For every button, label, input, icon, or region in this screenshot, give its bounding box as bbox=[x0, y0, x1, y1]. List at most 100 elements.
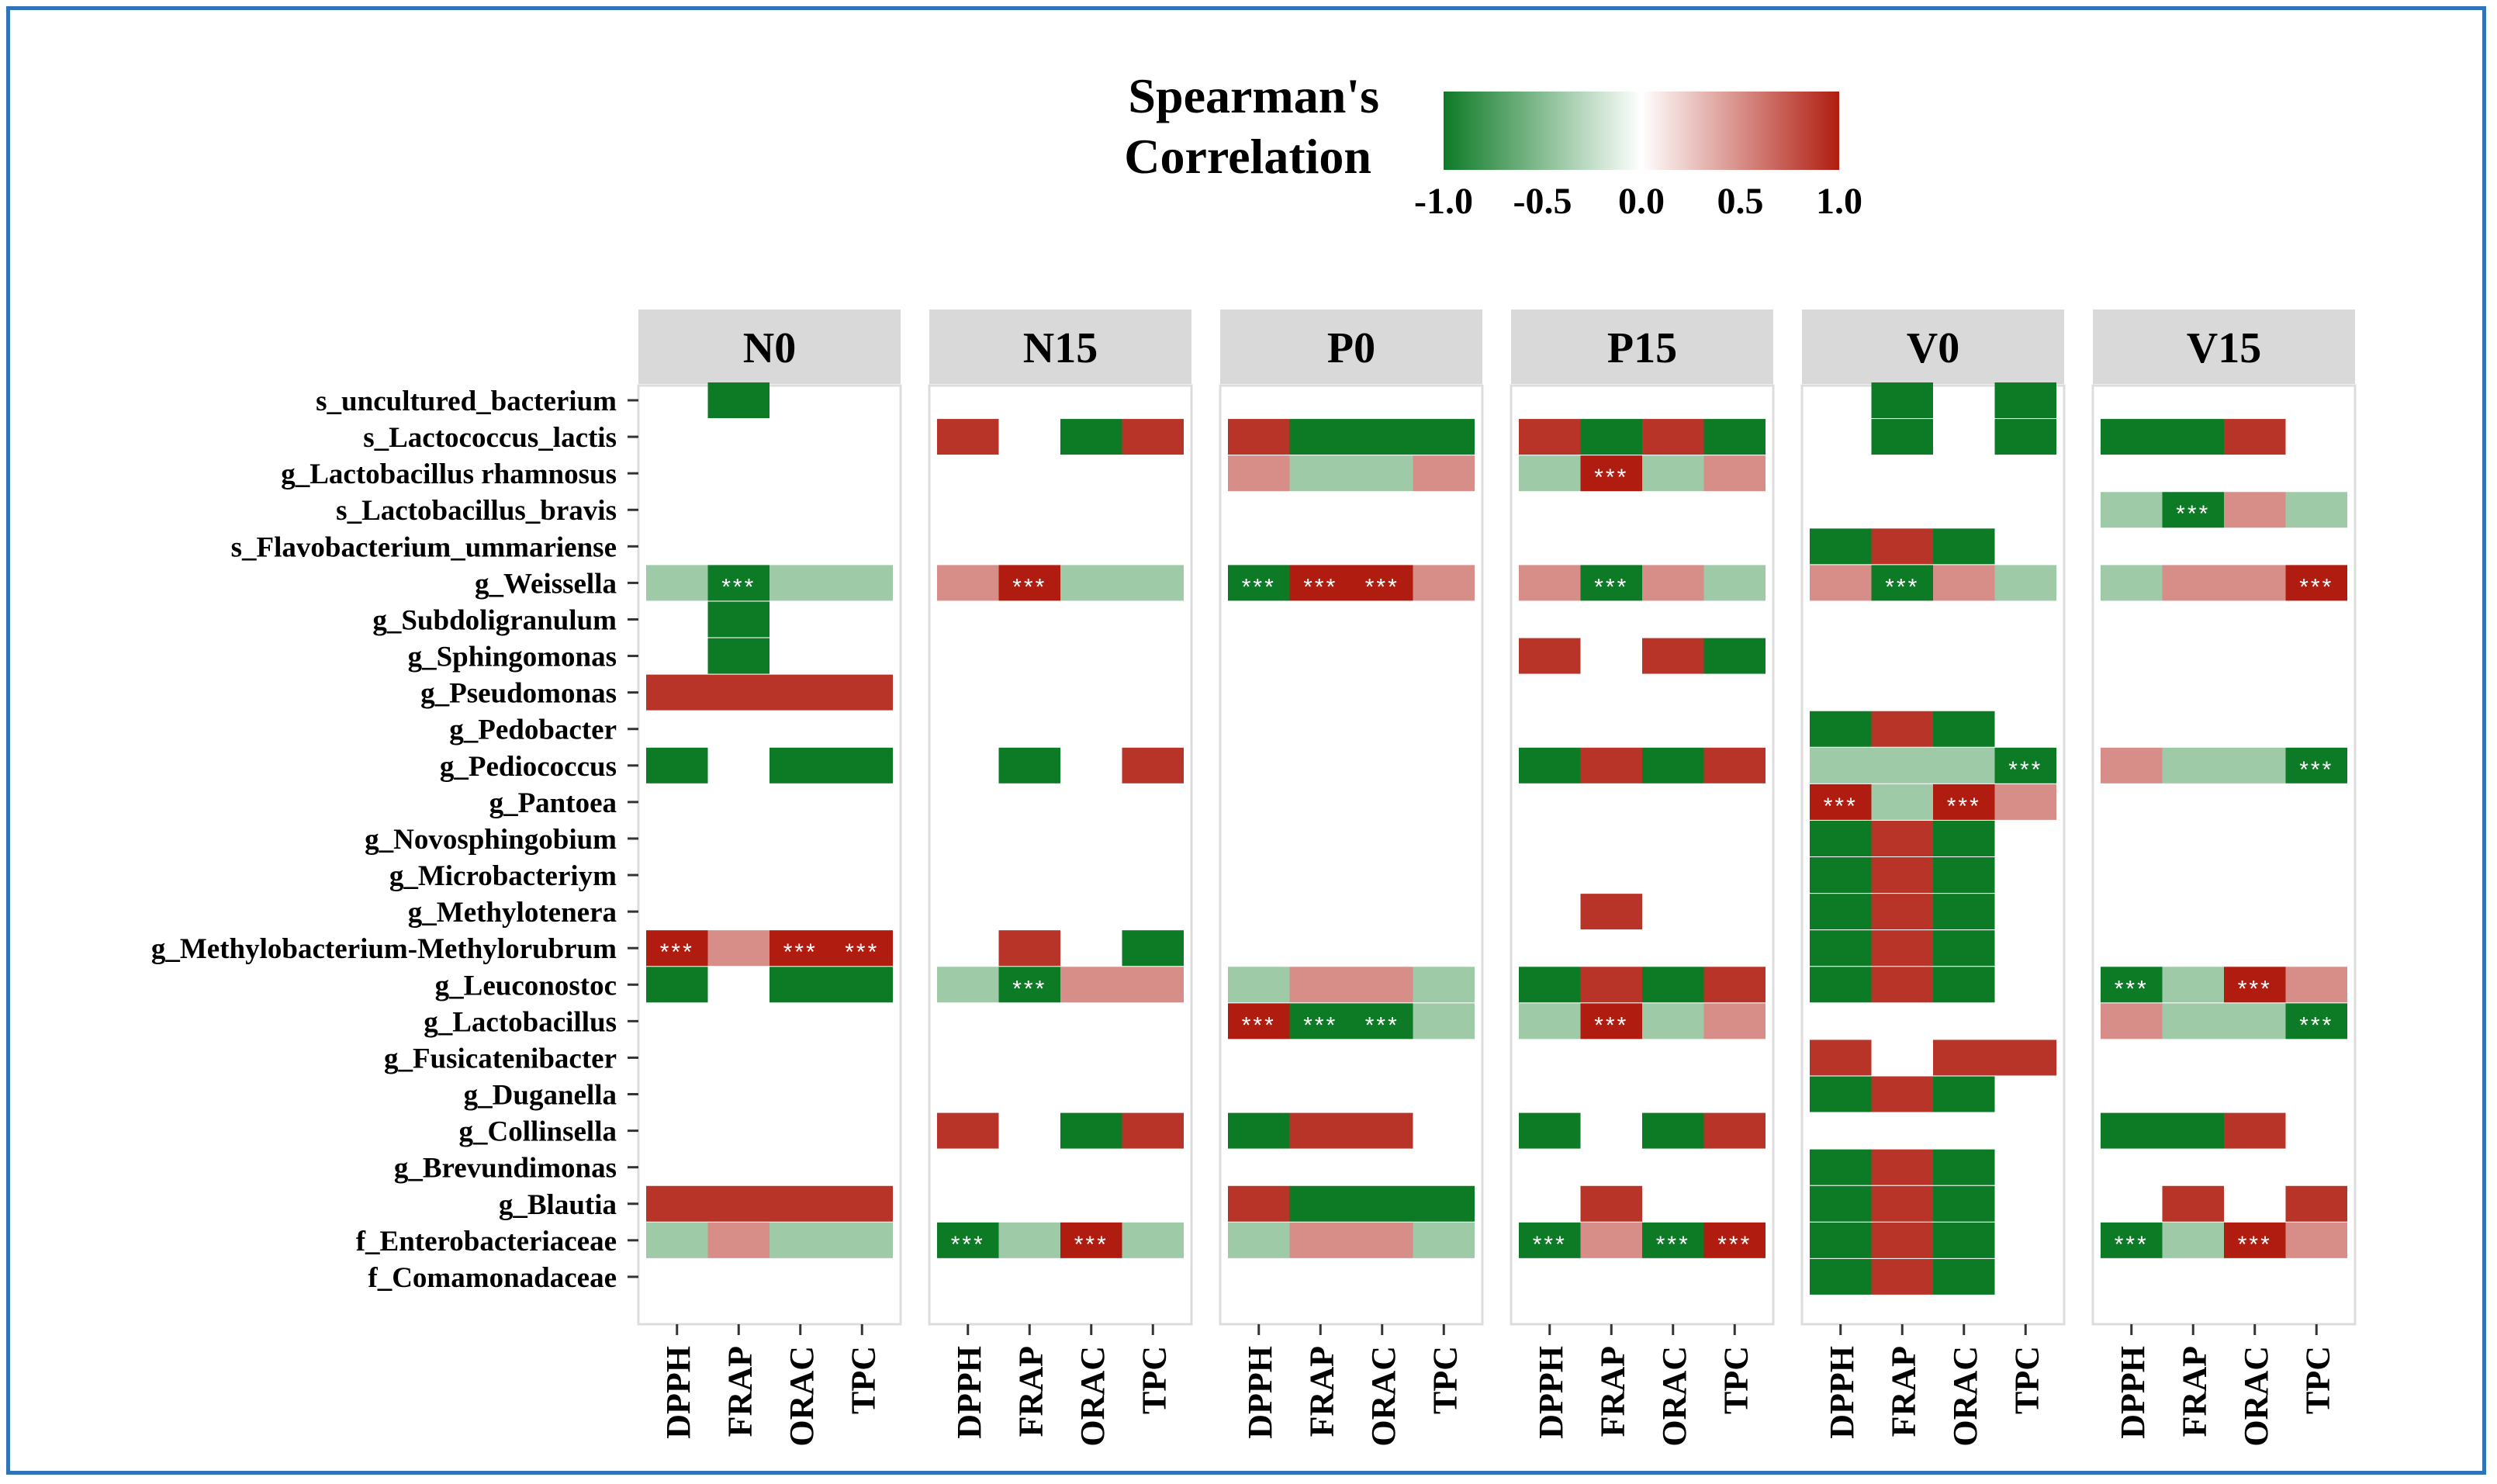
significance-mark: *** bbox=[1824, 794, 1858, 819]
heatmap-cell bbox=[1413, 565, 1475, 601]
heatmap-cell bbox=[2224, 419, 2286, 455]
y-tick-label: g_Fusicatenibacter bbox=[384, 1043, 617, 1074]
heatmap-cell bbox=[1933, 711, 1995, 747]
heatmap-cell bbox=[1871, 1149, 1933, 1185]
heatmap-cell bbox=[1703, 967, 1766, 1003]
x-tick-label: TPC bbox=[1717, 1346, 1755, 1414]
significance-mark: *** bbox=[1533, 1232, 1567, 1257]
heatmap-cell bbox=[1580, 894, 1642, 930]
heatmap-cell bbox=[1810, 747, 1872, 784]
heatmap-cell bbox=[1289, 1112, 1351, 1149]
legend: Spearman's Correlation -1.0 -0.5 0.0 0.5 1.0 bbox=[1124, 68, 1862, 222]
panel-body bbox=[637, 384, 902, 1326]
heatmap-cell bbox=[2101, 1222, 2163, 1258]
panel-body bbox=[2091, 384, 2357, 1326]
heatmap-cell bbox=[1703, 1222, 1766, 1258]
y-tick-label: g_Brevundimonas bbox=[394, 1153, 617, 1185]
heatmap-cell bbox=[1289, 967, 1351, 1003]
heatmap-cell bbox=[2162, 492, 2224, 528]
heatmap-cell bbox=[831, 565, 893, 601]
heatmap-cell bbox=[2101, 747, 2163, 784]
heatmap-cell bbox=[646, 1185, 708, 1222]
heatmap-cell bbox=[1871, 711, 1933, 747]
heatmap-cell bbox=[1228, 1112, 1290, 1149]
heatmap-cell bbox=[1994, 419, 2056, 455]
x-tick-label: ORAC bbox=[1364, 1346, 1402, 1447]
heatmap-cell bbox=[1580, 747, 1642, 784]
heatmap-cell bbox=[770, 1222, 832, 1258]
significance-mark: *** bbox=[2238, 976, 2272, 1001]
panel-title: N15 bbox=[1023, 324, 1098, 372]
heatmap-cell bbox=[1351, 455, 1413, 492]
heatmap-cell bbox=[1519, 747, 1581, 784]
y-tick-label: g_Lactobacillus rhamnosus bbox=[281, 458, 617, 490]
significance-mark: *** bbox=[660, 939, 694, 965]
x-tick-label: FRAP bbox=[1012, 1346, 1050, 1437]
significance-mark: *** bbox=[1656, 1232, 1690, 1257]
y-tick-label: s_Lactococcus_lactis bbox=[363, 422, 617, 454]
significance-mark: *** bbox=[1365, 1012, 1399, 1038]
x-tick-label: ORAC bbox=[1655, 1346, 1693, 1447]
heatmap-cell bbox=[1413, 967, 1475, 1003]
x-tick-label: TPC bbox=[1135, 1346, 1173, 1414]
heatmap-cell bbox=[2224, 1222, 2286, 1258]
significance-mark: *** bbox=[2115, 976, 2149, 1001]
legend-tick-label: 0.0 bbox=[1618, 181, 1665, 222]
heatmap-cell bbox=[1580, 455, 1642, 492]
heatmap-cell bbox=[1580, 967, 1642, 1003]
heatmap-cell bbox=[1122, 747, 1184, 784]
heatmap-cell bbox=[1289, 419, 1351, 455]
x-tick-label: FRAP bbox=[721, 1346, 759, 1437]
heatmap-cell bbox=[1642, 1222, 1704, 1258]
x-tick-label: ORAC bbox=[1074, 1346, 1112, 1447]
legend-tick-label: -1.0 bbox=[1414, 181, 1473, 222]
x-tick-label: TPC bbox=[1426, 1346, 1464, 1414]
heatmap-cell bbox=[1994, 1039, 2056, 1076]
significance-mark: *** bbox=[1717, 1232, 1752, 1257]
heatmap-cell bbox=[1122, 419, 1184, 455]
heatmap-cell bbox=[1871, 857, 1933, 894]
x-tick-label: DPPH bbox=[1823, 1346, 1861, 1439]
significance-mark: *** bbox=[2299, 574, 2333, 600]
y-tick-label: f_Comamonadaceae bbox=[368, 1262, 617, 1294]
significance-mark: *** bbox=[1947, 794, 1981, 819]
spearman-heatmap: Spearman's Correlation -1.0 -0.5 0.0 0.5 1.0… bbox=[151, 68, 2357, 1447]
y-tick-label: g_Duganella bbox=[464, 1080, 617, 1112]
heatmap-cell bbox=[1642, 455, 1704, 492]
significance-mark: *** bbox=[1303, 574, 1337, 600]
significance-mark: *** bbox=[1594, 465, 1628, 490]
heatmap-cell bbox=[2162, 967, 2224, 1003]
heatmap-cell bbox=[1228, 1003, 1290, 1039]
heatmap-cell bbox=[770, 967, 832, 1003]
heatmap-cell bbox=[1060, 1112, 1122, 1149]
y-tick-label: g_Novosphingobium bbox=[365, 824, 617, 856]
heatmap-cell bbox=[1519, 638, 1581, 674]
heatmap-cell bbox=[2224, 492, 2286, 528]
heatmap-cell bbox=[937, 565, 999, 601]
heatmap-cell bbox=[707, 930, 770, 967]
heatmap-cell bbox=[1122, 1112, 1184, 1149]
heatmap-cell bbox=[1642, 1003, 1704, 1039]
heatmap-cell bbox=[1519, 419, 1581, 455]
y-tick-label: f_Enterobacteriaceae bbox=[356, 1226, 617, 1257]
heatmap-cell bbox=[1810, 1149, 1872, 1185]
significance-mark: *** bbox=[1594, 574, 1628, 600]
facet-panels: N0 *** *** *** *** DPPH FRAP ORAC TPC N15 *** *** **… bbox=[637, 310, 2357, 1447]
heatmap-cell bbox=[2162, 1112, 2224, 1149]
heatmap-cell bbox=[1933, 857, 1995, 894]
y-tick-label: g_Pseudomonas bbox=[420, 678, 617, 710]
panel-n15: N15 *** *** *** *** DPPH FRAP ORAC TPC bbox=[928, 310, 1193, 1447]
heatmap-cell bbox=[1871, 820, 1933, 856]
y-tick-label: g_Subdoligranulum bbox=[372, 604, 617, 636]
heatmap-cell bbox=[1519, 565, 1581, 601]
heatmap-cell bbox=[1351, 565, 1413, 601]
significance-mark: *** bbox=[2176, 501, 2210, 527]
x-tick-label: ORAC bbox=[1946, 1346, 1984, 1447]
heatmap-cell bbox=[1933, 930, 1995, 967]
panel-strip bbox=[2093, 310, 2355, 384]
heatmap-cell bbox=[1519, 967, 1581, 1003]
heatmap-cell bbox=[1871, 1185, 1933, 1222]
heatmap-cell bbox=[2101, 1003, 2163, 1039]
significance-mark: *** bbox=[2238, 1232, 2272, 1257]
heatmap-cell bbox=[1580, 1222, 1642, 1258]
